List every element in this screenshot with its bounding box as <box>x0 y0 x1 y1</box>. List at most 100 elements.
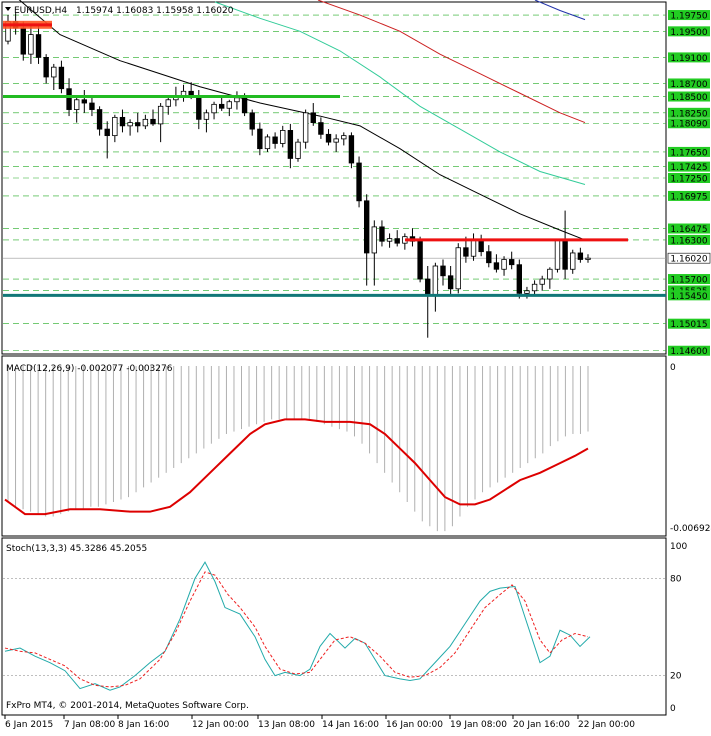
price-tick-label-bg <box>668 173 710 183</box>
price-tick-label: 1.15450 <box>670 292 707 302</box>
stoch-gridlines <box>3 578 666 676</box>
time-tick-label: 14 Jan 16:00 <box>322 720 379 730</box>
candle-bear <box>463 247 469 257</box>
candle-bull <box>73 99 80 110</box>
candle-bull <box>165 99 171 107</box>
candle-bull <box>371 226 378 254</box>
macd-tick-label: -0.006924 <box>670 524 711 534</box>
candle-bear <box>218 103 225 109</box>
macd-title: MACD(12,26,9) -0.002077 -0.003276 <box>6 364 173 374</box>
price-tick-label-bg <box>668 146 710 157</box>
candle-bear <box>66 88 72 110</box>
candle-bear <box>287 130 294 159</box>
price-tick-label-bg <box>668 10 710 21</box>
moving-average-line <box>534 0 586 21</box>
candle-bull <box>112 116 118 137</box>
time-tick-label: 20 Jan 16:00 <box>513 720 570 730</box>
price-tick-label: 1.14600 <box>670 347 707 357</box>
macd-signal-line <box>4 418 589 516</box>
price-tick-label-bg <box>668 290 710 301</box>
candle-bull <box>142 118 149 127</box>
candle-bull <box>234 97 240 103</box>
macd-axis: 0 -0.006924 <box>670 363 711 534</box>
stoch-title: Stoch(13,3,3) 45.3286 45.2055 <box>6 544 147 554</box>
time-tick-label: 19 Jan 08:00 <box>450 720 507 730</box>
time-tick-label: 13 Jan 08:00 <box>258 720 315 730</box>
price-tick-label-bg <box>668 52 710 63</box>
candle-bull <box>531 283 538 292</box>
candle-bear <box>249 112 255 130</box>
price-tick-label-bg <box>668 78 710 89</box>
stochastic-lines <box>4 561 591 691</box>
candle-bull <box>585 257 591 260</box>
macd-signal-line <box>4 418 589 516</box>
candle-bear <box>577 252 584 260</box>
candle-bear <box>348 135 355 164</box>
price-tick-label: 1.15700 <box>670 276 707 286</box>
candle-bull <box>432 265 439 296</box>
price-tick-label: 1.16300 <box>670 236 707 246</box>
candle-bear <box>135 122 141 127</box>
price-axis: 1.19750 1.19500 1.19100 1.18700 1.18500 1.182… <box>667 10 711 357</box>
candle-bull <box>570 252 576 270</box>
candle-bear <box>394 238 400 244</box>
candle-bull <box>333 138 339 143</box>
ohlc-readout: 1.15974 1.16083 1.15958 1.16020 <box>76 6 234 16</box>
candle-bull <box>470 239 477 257</box>
time-tick-label: 22 Jan 00:00 <box>578 720 635 730</box>
candle-bear <box>516 264 523 294</box>
candle-bull <box>226 101 233 109</box>
price-tick-label: 1.17425 <box>670 163 707 173</box>
candle-bull <box>341 135 347 140</box>
chevron-down-icon[interactable] <box>5 7 11 11</box>
candle-bear <box>310 112 316 123</box>
candle-bull <box>302 112 309 143</box>
price-tick-label-bg <box>668 26 710 37</box>
candle-bear <box>81 99 88 104</box>
candle-bull <box>28 34 34 55</box>
candle-bull <box>524 290 530 294</box>
price-tick-label: 1.19750 <box>670 12 707 22</box>
time-axis: 6 Jan 2015 7 Jan 08:00 8 Jan 16:00 12 Jan 0… <box>4 715 635 730</box>
candle-bear <box>493 262 500 270</box>
candle-bear <box>272 136 278 144</box>
candle-bear <box>356 162 362 202</box>
price-tick-label-bg <box>668 190 710 201</box>
price-tick-label: 1.18090 <box>670 120 707 130</box>
price-tick-label: 1.17250 <box>670 175 707 185</box>
candle-bear <box>119 116 126 127</box>
current-price-label: 1.16020 <box>670 255 707 265</box>
stoch-tick-label: 100 <box>670 542 687 552</box>
candle-bear <box>150 118 156 125</box>
candle-bear <box>486 251 492 264</box>
candle-bear <box>417 240 423 280</box>
candle-bull <box>203 112 210 120</box>
moving-average-line <box>317 0 586 124</box>
candle-bear <box>35 34 42 58</box>
price-tick-label: 1.16975 <box>670 192 707 202</box>
time-tick-label: 16 Jan 00:00 <box>386 720 443 730</box>
symbol-title: EURUSD,H4 <box>14 6 67 16</box>
stoch-axis: 100 80 20 0 <box>670 542 687 714</box>
price-tick-label-bg <box>668 318 710 329</box>
candle-bear <box>257 128 263 150</box>
price-tick-label: 1.17650 <box>670 148 707 158</box>
price-tick-label-bg <box>668 345 710 356</box>
price-tick-label: 1.18700 <box>670 80 707 90</box>
price-tick-label-bg <box>668 107 710 118</box>
price-tick-label: 1.18250 <box>670 109 707 119</box>
price-tick-label: 1.18500 <box>670 93 707 103</box>
candle-bear <box>43 57 49 78</box>
price-tick-label: 1.19100 <box>670 54 707 64</box>
candle-bull <box>501 259 507 270</box>
candle-bear <box>196 96 202 120</box>
candle-bear <box>440 265 446 277</box>
stoch-tick-label: 80 <box>670 574 682 584</box>
moving-averages <box>18 0 586 241</box>
candle-bull <box>539 278 545 285</box>
stoch-tick-label: 0 <box>670 704 676 714</box>
candle-bear <box>425 278 431 296</box>
candle-bear <box>447 275 454 290</box>
